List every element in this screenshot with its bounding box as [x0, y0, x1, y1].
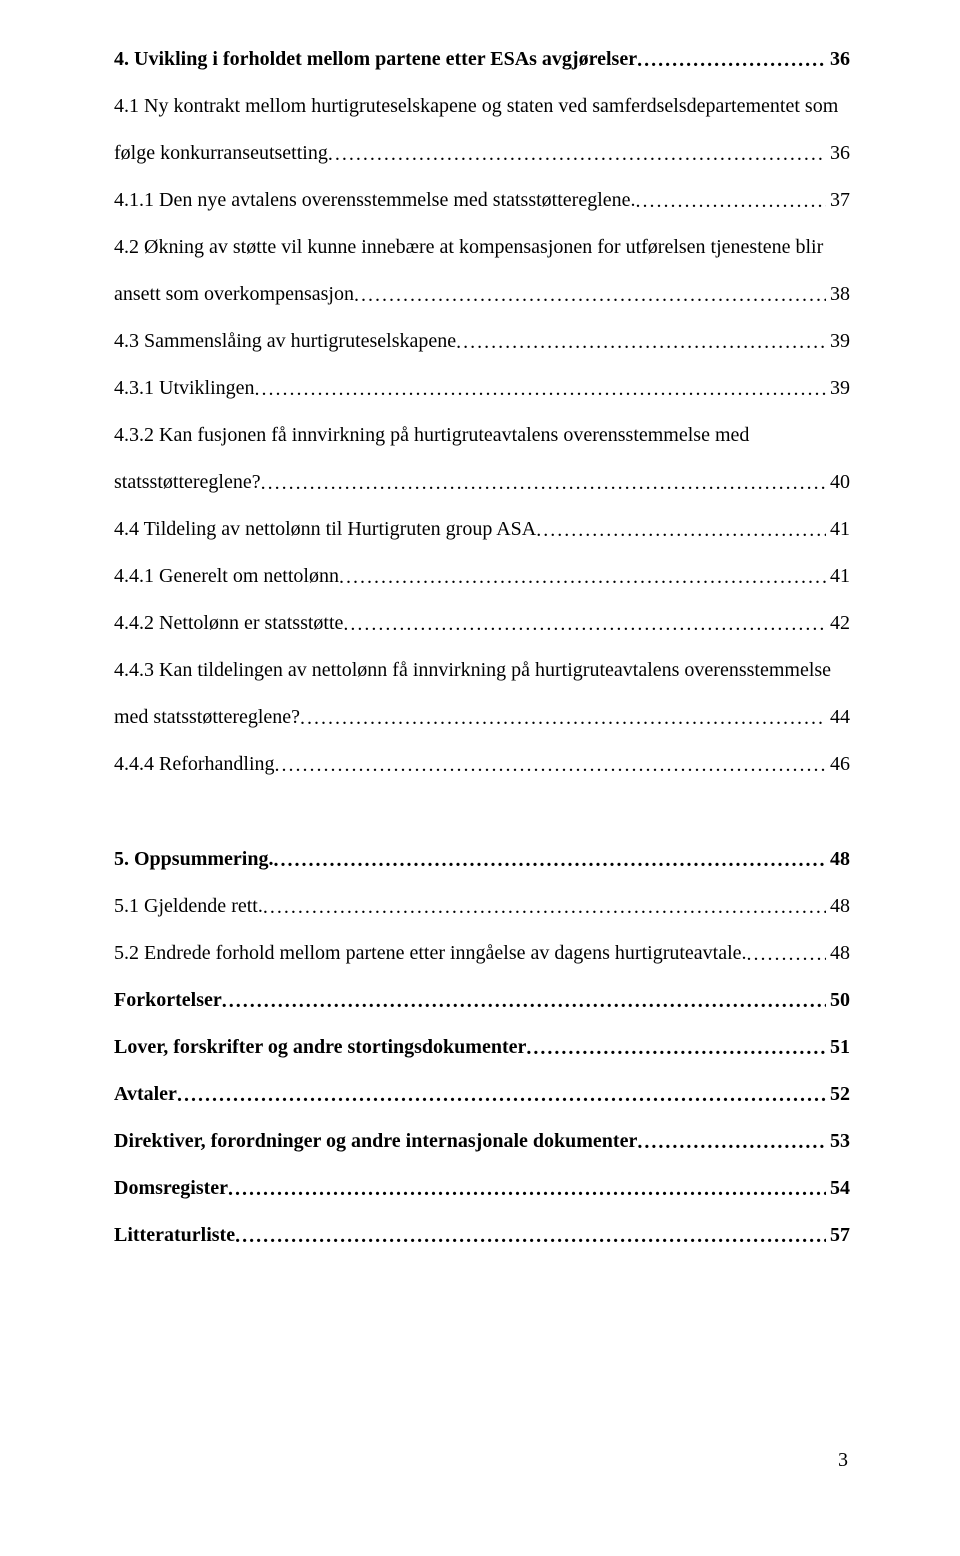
- toc-leader-dots: [526, 1025, 826, 1071]
- toc-leader-dots: [354, 272, 826, 318]
- toc-entry: 5.1 Gjeldende rett. 48: [114, 883, 850, 930]
- toc-entry-page: 51: [826, 1024, 850, 1071]
- section-gap: [114, 788, 850, 836]
- toc-entry: med statsstøttereglene? 44: [114, 694, 850, 741]
- toc-leader-dots: [177, 1072, 826, 1118]
- toc-entry-page: 39: [826, 365, 850, 412]
- toc-leader-dots: [263, 884, 826, 930]
- toc-entry-page: 48: [826, 883, 850, 930]
- toc-leader-dots: [235, 1213, 826, 1259]
- toc-entry: Avtaler 52: [114, 1071, 850, 1118]
- toc-entry-text: 5.1 Gjeldende rett.: [114, 883, 263, 930]
- toc-entry-text: 4.1.1 Den nye avtalens overensstemmelse …: [114, 177, 636, 224]
- toc-leader-dots: [536, 507, 826, 553]
- toc-entry-text: statsstøttereglene?: [114, 459, 261, 506]
- toc-leader-dots: [343, 601, 826, 647]
- toc-entry-text: 4.4.1 Generelt om nettolønn: [114, 553, 339, 600]
- toc-leader-dots: [747, 931, 826, 977]
- toc-entry-page: 57: [826, 1212, 850, 1259]
- toc-section-1: 4. Uvikling i forholdet mellom partene e…: [114, 36, 850, 788]
- toc-entry-page: 37: [826, 177, 850, 224]
- toc-leader-dots: [300, 695, 826, 741]
- toc-entry-text: 4.4.2 Nettolønn er statsstøtte: [114, 600, 343, 647]
- toc-entry-page: 36: [826, 130, 850, 177]
- toc-entry-text: ansett som overkompensasjon: [114, 271, 354, 318]
- toc-entry-page: 42: [826, 600, 850, 647]
- toc-entry: 5.2 Endrede forhold mellom partene etter…: [114, 930, 850, 977]
- toc-entry-text: 4.4.3 Kan tildelingen av nettolønn få in…: [114, 647, 831, 694]
- toc-entry-text: 5.2 Endrede forhold mellom partene etter…: [114, 930, 747, 977]
- toc-leader-dots: [328, 131, 826, 177]
- toc-entry: statsstøttereglene? 40: [114, 459, 850, 506]
- toc-entry-page: 41: [826, 506, 850, 553]
- toc-entry: 4.4 Tildeling av nettolønn til Hurtigrut…: [114, 506, 850, 553]
- toc-leader-dots: [275, 742, 826, 788]
- toc-entry-text: 4.3.2 Kan fusjonen få innvirkning på hur…: [114, 412, 749, 459]
- toc-entry: 4.4.2 Nettolønn er statsstøtte 42: [114, 600, 850, 647]
- toc-entry-text: Domsregister: [114, 1165, 228, 1212]
- page-number: 3: [838, 1449, 848, 1472]
- document-page: 4. Uvikling i forholdet mellom partene e…: [0, 0, 960, 1556]
- toc-entry: 4.1.1 Den nye avtalens overensstemmelse …: [114, 177, 850, 224]
- toc-entry-text: Litteraturliste: [114, 1212, 235, 1259]
- toc-entry: 4. Uvikling i forholdet mellom partene e…: [114, 36, 850, 83]
- toc-entry: 4.2 Økning av støtte vil kunne innebære …: [114, 224, 850, 271]
- toc-entry-page: 38: [826, 271, 850, 318]
- toc-entry-text: med statsstøttereglene?: [114, 694, 300, 741]
- toc-entry: 4.3.2 Kan fusjonen få innvirkning på hur…: [114, 412, 850, 459]
- toc-entry: Litteraturliste 57: [114, 1212, 850, 1259]
- toc-entry-page: 53: [826, 1118, 850, 1165]
- toc-entry: ansett som overkompensasjon 38: [114, 271, 850, 318]
- toc-leader-dots: [637, 37, 826, 83]
- toc-entry-text: 4.4.4 Reforhandling: [114, 741, 275, 788]
- toc-entry-page: 40: [826, 459, 850, 506]
- toc-entry-page: 48: [826, 836, 850, 883]
- toc-entry-page: 46: [826, 741, 850, 788]
- toc-entry-text: Forkortelser: [114, 977, 222, 1024]
- toc-entry-page: 54: [826, 1165, 850, 1212]
- toc-entry-page: 52: [826, 1071, 850, 1118]
- toc-leader-dots: [456, 319, 826, 365]
- toc-entry-page: 50: [826, 977, 850, 1024]
- toc-leader-dots: [228, 1166, 826, 1212]
- toc-entry-page: 48: [826, 930, 850, 977]
- toc-entry: 4.4.3 Kan tildelingen av nettolønn få in…: [114, 647, 850, 694]
- toc-entry-page: 44: [826, 694, 850, 741]
- toc-entry-text: 4.2 Økning av støtte vil kunne innebære …: [114, 224, 823, 271]
- toc-entry: 5. Oppsummering. 48: [114, 836, 850, 883]
- toc-leader-dots: [222, 978, 826, 1024]
- toc-leader-dots: [339, 554, 826, 600]
- toc-entry-text: 5. Oppsummering.: [114, 836, 273, 883]
- toc-entry: 4.4.4 Reforhandling 46: [114, 741, 850, 788]
- toc-entry-page: 39: [826, 318, 850, 365]
- toc-leader-dots: [636, 178, 826, 224]
- toc-entry-page: 41: [826, 553, 850, 600]
- toc-entry-text: 4. Uvikling i forholdet mellom partene e…: [114, 36, 637, 83]
- toc-entry-text: Direktiver, forordninger og andre intern…: [114, 1118, 637, 1165]
- toc-entry-text: Avtaler: [114, 1071, 177, 1118]
- toc-entry: Lover, forskrifter og andre stortingsdok…: [114, 1024, 850, 1071]
- toc-entry: Forkortelser 50: [114, 977, 850, 1024]
- toc-leader-dots: [273, 837, 826, 883]
- toc-entry-text: følge konkurranseutsetting: [114, 130, 328, 177]
- toc-entry: 4.1 Ny kontrakt mellom hurtigruteselskap…: [114, 83, 850, 130]
- toc-entry-text: Lover, forskrifter og andre stortingsdok…: [114, 1024, 526, 1071]
- toc-entry-text: 4.1 Ny kontrakt mellom hurtigruteselskap…: [114, 83, 838, 130]
- toc-entry: Direktiver, forordninger og andre intern…: [114, 1118, 850, 1165]
- toc-leader-dots: [255, 366, 826, 412]
- toc-entry: 4.3 Sammenslåing av hurtigruteselskapene…: [114, 318, 850, 365]
- toc-entry-text: 4.4 Tildeling av nettolønn til Hurtigrut…: [114, 506, 536, 553]
- toc-entry-page: 36: [826, 36, 850, 83]
- toc-entry: Domsregister 54: [114, 1165, 850, 1212]
- toc-section-2: 5. Oppsummering. 485.1 Gjeldende rett. 4…: [114, 836, 850, 1259]
- toc-leader-dots: [261, 460, 826, 506]
- toc-entry-text: 4.3 Sammenslåing av hurtigruteselskapene: [114, 318, 456, 365]
- toc-leader-dots: [637, 1119, 826, 1165]
- toc-entry-text: 4.3.1 Utviklingen: [114, 365, 255, 412]
- toc-entry: 4.3.1 Utviklingen 39: [114, 365, 850, 412]
- toc-entry: 4.4.1 Generelt om nettolønn 41: [114, 553, 850, 600]
- toc-entry: følge konkurranseutsetting 36: [114, 130, 850, 177]
